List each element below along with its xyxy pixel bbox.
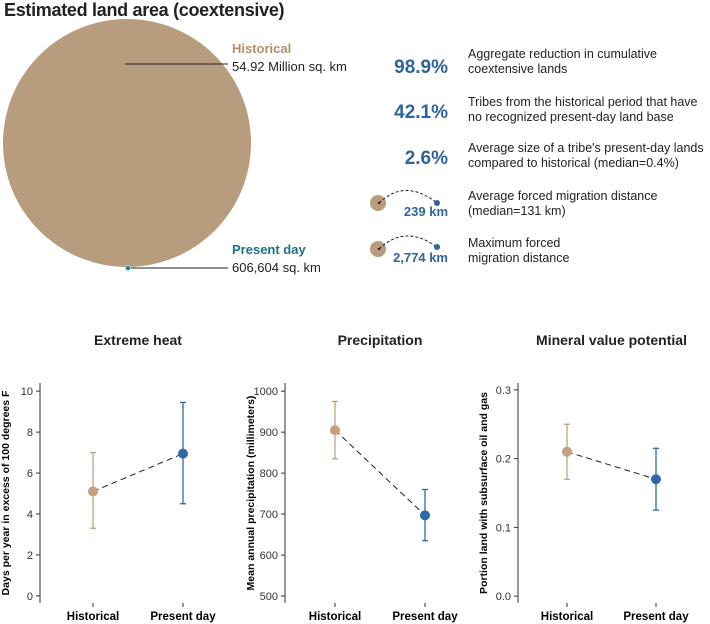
historical-value: 54.92 Million sq. km [232, 59, 347, 74]
migration-icon [370, 235, 440, 257]
y-tick-label: 0.1 [496, 522, 511, 534]
stat-value: 42.1% [394, 102, 448, 123]
stat-value: 2,774 km [393, 250, 448, 265]
chart-title: Mineral value potential [536, 332, 687, 348]
stat-label: Average forced migration distance (media… [468, 189, 658, 218]
point [420, 510, 430, 521]
x-tick-label: Present day [150, 611, 216, 623]
stat-value: 2.6% [404, 148, 448, 169]
present-value: 606,604 sq. km [232, 260, 321, 275]
y-tick-label: 8 [27, 427, 33, 439]
point [651, 474, 661, 485]
y-tick-label: 4 [27, 509, 33, 521]
point [88, 486, 98, 497]
y-axis-label: Mean annual precipitation (millimeters) [245, 396, 257, 591]
historical-circle [3, 19, 251, 267]
y-tick-label: 2 [27, 550, 33, 562]
y-tick-label: 0 [27, 591, 33, 603]
y-tick-label: 0.0 [496, 591, 511, 603]
historical-label: Historical [232, 41, 292, 56]
y-tick-label: 0.2 [496, 454, 511, 466]
y-tick-label: 600 [260, 550, 278, 562]
point [178, 448, 188, 459]
x-tick-label: Present day [392, 611, 458, 623]
connector [334, 429, 426, 516]
migration-icon [370, 190, 440, 211]
stat-label: Tribes from the historical period that h… [468, 95, 698, 124]
y-tick-label: 700 [260, 509, 278, 521]
x-tick-label: Present day [623, 611, 689, 623]
point [330, 425, 340, 436]
title: Estimated land area (coextensive) [4, 0, 285, 20]
y-axis-label: Days per year in excess of 100 degrees F [0, 390, 12, 595]
stat-label: Maximum forced migration distance [468, 236, 570, 265]
chart-title: Extreme heat [94, 332, 182, 348]
stat-value: 98.9% [394, 57, 448, 78]
land-area-graphic [3, 19, 440, 271]
y-tick-label: 800 [260, 468, 278, 480]
present-circle [125, 265, 131, 271]
point [562, 446, 572, 457]
chart-title: Precipitation [337, 332, 423, 348]
present-label: Present day [232, 242, 306, 257]
stat-label: Average size of a tribe's present-day la… [468, 141, 704, 170]
y-tick-label: 6 [27, 468, 33, 480]
x-tick-label: Historical [541, 611, 593, 623]
y-tick-label: 500 [260, 591, 278, 603]
y-tick-label: 0.3 [496, 385, 511, 397]
stat-value: 239 km [403, 204, 448, 219]
y-axis-label: Portion land with subsurface oil and gas [478, 392, 490, 594]
connector [566, 451, 657, 480]
x-tick-label: Historical [309, 611, 361, 623]
y-tick-label: 1000 [254, 386, 278, 398]
charts: 0 2 4 6 8 10 Days per year in excess of 100 de… [0, 383, 689, 623]
y-tick-label: 10 [21, 386, 33, 398]
connector [92, 453, 184, 492]
stat-label: Aggregate reduction in cumulative coexte… [468, 47, 658, 76]
x-tick-label: Historical [67, 611, 119, 623]
y-tick-label: 900 [260, 427, 278, 439]
